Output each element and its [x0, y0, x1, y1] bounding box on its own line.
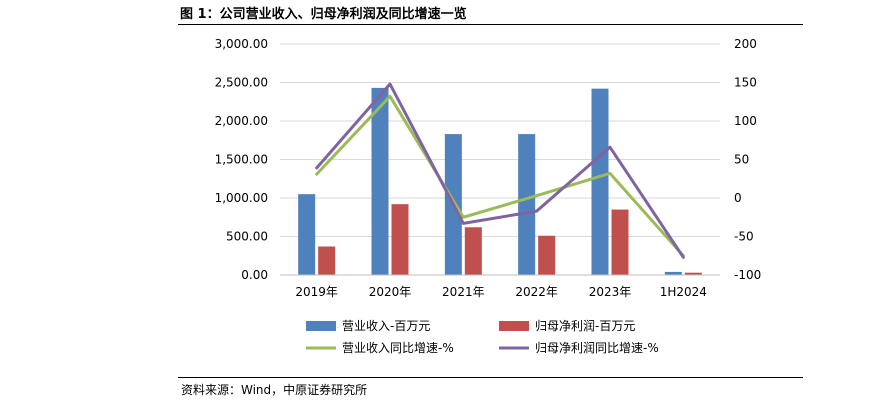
legend-label: 归母净利润同比增速-%: [535, 341, 659, 355]
category-label: 2023年: [589, 285, 632, 299]
gridlines: [280, 43, 720, 276]
left-tick-label: 2,500.00: [215, 76, 268, 90]
category-label: 2020年: [369, 285, 412, 299]
category-label: 2021年: [442, 285, 485, 299]
right-tick-label: -50: [734, 230, 754, 244]
bar-layer: [298, 87, 702, 275]
revenue-bar: [371, 87, 389, 275]
revenue-bar: [518, 134, 536, 275]
legend-swatch: [306, 321, 336, 331]
top-rule: [178, 24, 803, 25]
bottom-rule: [178, 377, 803, 378]
net-profit-growth-line: [315, 82, 685, 259]
net-profit-bar: [684, 272, 702, 275]
revenue-bar: [664, 271, 682, 275]
category-label: 1H2024: [660, 285, 707, 299]
left-tick-label: 0.00: [241, 268, 268, 282]
net-profit-bar: [318, 246, 336, 275]
category-label: 2022年: [515, 285, 558, 299]
legend-label: 营业收入-百万元: [342, 319, 430, 333]
right-tick-label: 150: [734, 76, 757, 90]
left-tick-label: 2,000.00: [215, 114, 268, 128]
net-profit-bar: [611, 209, 629, 275]
source-note: 资料来源：Wind，中原证券研究所: [181, 383, 368, 397]
right-tick-label: 0: [734, 191, 742, 205]
right-tick-label: 200: [734, 37, 757, 51]
revenue-bar: [591, 88, 609, 275]
figure-title: 图 1：公司营业收入、归母净利润及同比增速一览: [180, 7, 467, 22]
revenue-growth-line: [315, 94, 685, 258]
net-profit-bar: [538, 235, 556, 275]
legend-label: 归母净利润-百万元: [535, 319, 635, 333]
right-tick-label: 100: [734, 114, 757, 128]
legend-swatch: [499, 321, 529, 331]
right-tick-label: -100: [734, 268, 761, 282]
net-profit-bar: [464, 227, 482, 275]
category-label: 2019年: [295, 285, 338, 299]
net-profit-bar: [391, 204, 409, 275]
revenue-bar: [298, 194, 316, 275]
left-tick-label: 3,000.00: [215, 37, 268, 51]
right-tick-label: 50: [734, 153, 749, 167]
axis-layer: 0.00 500.00 1,000.00 1,500.00 2,000.00 2,500.…: [215, 37, 762, 299]
legend-label: 营业收入同比增速-%: [342, 341, 454, 355]
left-tick-label: 1,500.00: [215, 153, 268, 167]
line-layer: [315, 82, 685, 259]
left-tick-label: 500.00: [226, 230, 268, 244]
left-tick-label: 1,000.00: [215, 191, 268, 205]
